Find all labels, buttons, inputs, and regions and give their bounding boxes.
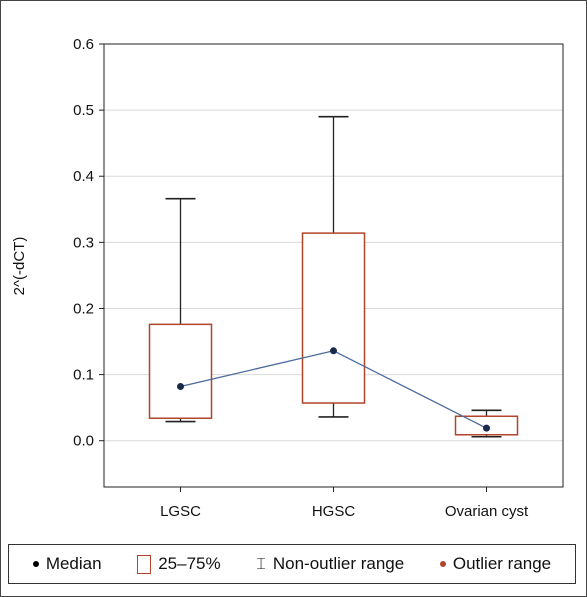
whisker-icon: ⌶ — [256, 554, 266, 573]
x-tick-label: LGSC — [160, 503, 201, 520]
median-point — [177, 382, 184, 390]
y-tick-label: 0.6 — [73, 36, 94, 53]
y-tick-label: 0.2 — [73, 300, 94, 317]
y-tick-label: 0.5 — [73, 102, 94, 119]
legend-item-outlier: Outlier range — [439, 554, 552, 574]
y-tick-label: 0.0 — [73, 433, 94, 450]
iqr-box — [148, 323, 213, 419]
x-tick-label: Ovarian cyst — [445, 503, 529, 520]
median-point — [330, 347, 337, 355]
legend-label-range: Non-outlier range — [272, 554, 405, 573]
x-axis-ticks: LGSC HGSC Ovarian cyst — [160, 487, 529, 520]
outlier-dot-icon — [439, 561, 446, 567]
median-connector — [177, 347, 490, 432]
box-icon — [137, 554, 152, 574]
y-axis-ticks: 0.0 0.1 0.2 0.3 0.4 0.5 0.6 — [73, 36, 104, 450]
y-tick-label: 0.3 — [73, 234, 94, 251]
y-axis-title: 2^(-dCT) — [11, 237, 28, 296]
x-tick-label: HGSC — [312, 503, 356, 520]
boxes — [148, 115, 519, 438]
legend-label-outlier: Outlier range — [452, 554, 552, 573]
y-tick-label: 0.4 — [73, 168, 94, 185]
median-dot-icon — [32, 561, 39, 567]
y-tick-label: 0.1 — [73, 367, 94, 384]
median-point — [483, 424, 490, 432]
legend-item-median: Median — [32, 554, 102, 574]
legend-item-iqr: 25–75% — [137, 554, 221, 574]
legend-label-median: Median — [45, 554, 102, 573]
legend-item-range: ⌶ Non-outlier range — [256, 554, 404, 574]
legend: Median 25–75% ⌶ Non-outlier range Outlie… — [8, 544, 576, 584]
iqr-box — [301, 232, 366, 404]
box-plot-chart: 0.0 0.1 0.2 0.3 0.4 0.5 0.6 LGSC HGSC Ovarian cy… — [11, 36, 564, 520]
legend-label-iqr: 25–75% — [158, 554, 221, 573]
